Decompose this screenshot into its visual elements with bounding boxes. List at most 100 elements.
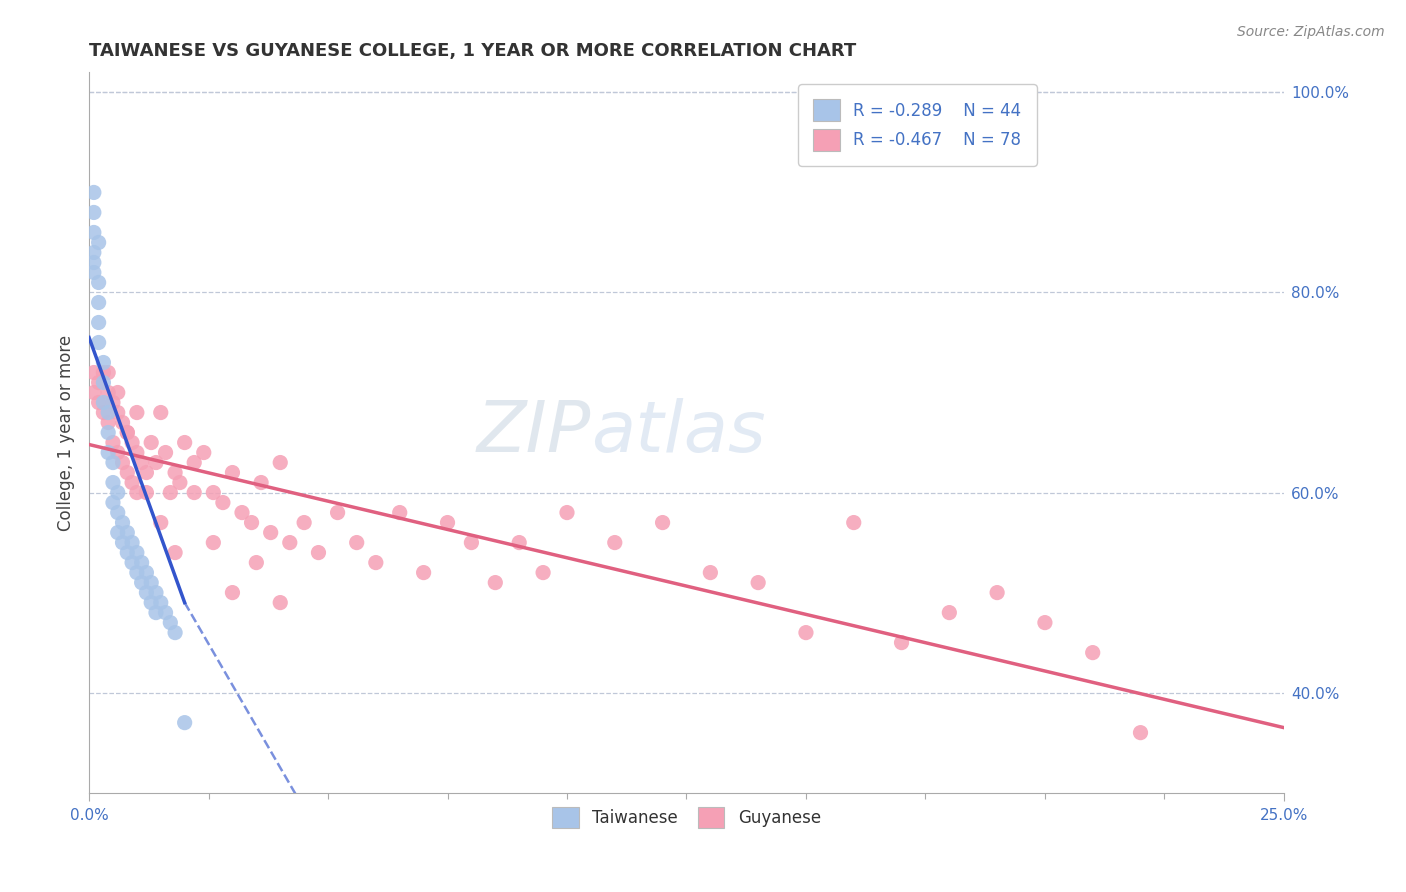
Point bbox=[193, 445, 215, 459]
Point bbox=[125, 545, 148, 559]
Text: atlas: atlas bbox=[591, 398, 765, 467]
Point bbox=[107, 525, 129, 540]
Point bbox=[135, 466, 157, 480]
Point bbox=[938, 606, 960, 620]
Point bbox=[135, 585, 157, 599]
Point bbox=[212, 495, 235, 509]
Point bbox=[149, 405, 172, 419]
Point bbox=[183, 456, 205, 470]
Point bbox=[107, 385, 129, 400]
Point bbox=[93, 376, 115, 390]
Point bbox=[111, 456, 134, 470]
Point bbox=[986, 585, 1008, 599]
Point bbox=[135, 485, 157, 500]
Point bbox=[747, 575, 769, 590]
Point bbox=[1081, 646, 1104, 660]
Point bbox=[240, 516, 263, 530]
Point bbox=[125, 566, 148, 580]
Point bbox=[141, 435, 163, 450]
Point bbox=[165, 625, 187, 640]
Point bbox=[141, 596, 163, 610]
Point bbox=[83, 226, 105, 240]
Point bbox=[125, 445, 148, 459]
Point bbox=[87, 316, 110, 330]
Point bbox=[508, 535, 530, 549]
Point bbox=[121, 535, 143, 549]
Point bbox=[651, 516, 673, 530]
Point bbox=[121, 556, 143, 570]
Point bbox=[107, 445, 129, 459]
Point bbox=[83, 366, 105, 380]
Point bbox=[131, 456, 153, 470]
Point bbox=[159, 615, 181, 630]
Point bbox=[308, 545, 330, 559]
Point bbox=[603, 535, 626, 549]
Point bbox=[83, 385, 105, 400]
Point bbox=[145, 456, 167, 470]
Point bbox=[842, 516, 865, 530]
Point bbox=[87, 395, 110, 409]
Point bbox=[183, 485, 205, 500]
Point bbox=[97, 385, 120, 400]
Point bbox=[221, 585, 243, 599]
Point bbox=[111, 516, 134, 530]
Point bbox=[699, 566, 721, 580]
Point bbox=[202, 485, 225, 500]
Point bbox=[87, 335, 110, 350]
Point bbox=[107, 506, 129, 520]
Point bbox=[83, 245, 105, 260]
Point bbox=[107, 405, 129, 419]
Point bbox=[125, 485, 148, 500]
Point bbox=[260, 525, 283, 540]
Point bbox=[87, 235, 110, 250]
Point bbox=[169, 475, 191, 490]
Point bbox=[135, 566, 157, 580]
Point bbox=[83, 186, 105, 200]
Text: ZIP: ZIP bbox=[477, 398, 591, 467]
Point bbox=[155, 606, 177, 620]
Point bbox=[131, 556, 153, 570]
Point bbox=[101, 475, 124, 490]
Point bbox=[245, 556, 267, 570]
Point bbox=[165, 466, 187, 480]
Legend: Taiwanese, Guyanese: Taiwanese, Guyanese bbox=[546, 800, 828, 835]
Point bbox=[125, 405, 148, 419]
Point bbox=[202, 535, 225, 549]
Point bbox=[436, 516, 458, 530]
Point bbox=[149, 516, 172, 530]
Point bbox=[111, 535, 134, 549]
Point bbox=[93, 366, 115, 380]
Point bbox=[117, 425, 139, 440]
Point bbox=[484, 575, 506, 590]
Point bbox=[250, 475, 273, 490]
Point bbox=[159, 485, 181, 500]
Point bbox=[117, 466, 139, 480]
Point bbox=[83, 255, 105, 269]
Point bbox=[278, 535, 301, 549]
Point bbox=[131, 575, 153, 590]
Point bbox=[117, 425, 139, 440]
Text: Source: ZipAtlas.com: Source: ZipAtlas.com bbox=[1237, 25, 1385, 39]
Point bbox=[155, 445, 177, 459]
Point bbox=[101, 495, 124, 509]
Point bbox=[97, 445, 120, 459]
Point bbox=[269, 596, 291, 610]
Point bbox=[145, 606, 167, 620]
Point bbox=[93, 405, 115, 419]
Point bbox=[121, 435, 143, 450]
Text: TAIWANESE VS GUYANESE COLLEGE, 1 YEAR OR MORE CORRELATION CHART: TAIWANESE VS GUYANESE COLLEGE, 1 YEAR OR… bbox=[89, 42, 856, 60]
Point bbox=[460, 535, 482, 549]
Point bbox=[221, 466, 243, 480]
Point bbox=[101, 395, 124, 409]
Point bbox=[1129, 725, 1152, 739]
Point bbox=[97, 366, 120, 380]
Point bbox=[292, 516, 315, 530]
Point bbox=[97, 405, 120, 419]
Point bbox=[117, 545, 139, 559]
Point bbox=[87, 295, 110, 310]
Point bbox=[231, 506, 253, 520]
Point bbox=[97, 425, 120, 440]
Point bbox=[121, 475, 143, 490]
Point bbox=[93, 395, 115, 409]
Point bbox=[117, 525, 139, 540]
